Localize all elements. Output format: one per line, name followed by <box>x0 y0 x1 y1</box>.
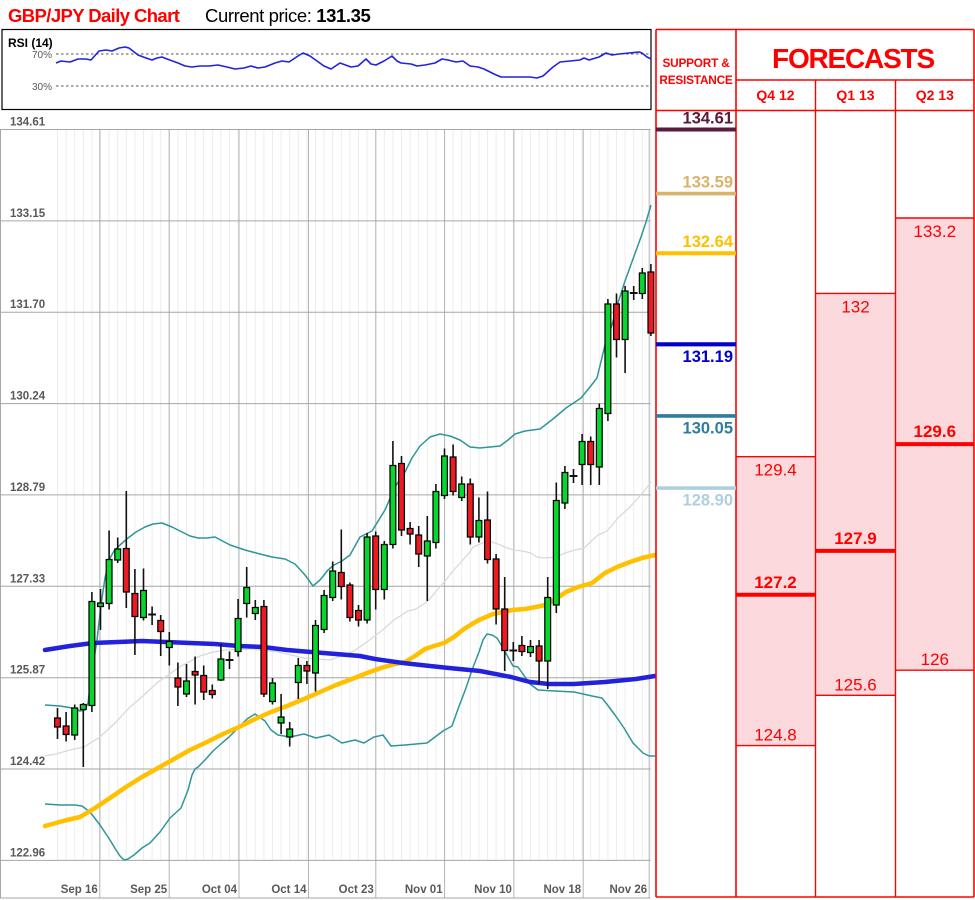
svg-text:129.4: 129.4 <box>754 461 797 480</box>
svg-text:RSI (14): RSI (14) <box>8 36 53 50</box>
svg-text:130.24: 130.24 <box>10 391 46 403</box>
svg-text:RESISTANCE: RESISTANCE <box>659 73 732 87</box>
svg-text:134.61: 134.61 <box>10 117 46 129</box>
svg-text:Oct 14: Oct 14 <box>271 884 307 896</box>
svg-text:Q1 13: Q1 13 <box>836 87 874 103</box>
svg-text:Nov 10: Nov 10 <box>474 884 512 896</box>
svg-text:132.64: 132.64 <box>683 233 734 251</box>
svg-text:Q2 13: Q2 13 <box>916 87 954 103</box>
svg-text:127.33: 127.33 <box>10 573 45 585</box>
svg-text:Sep 25: Sep 25 <box>130 884 168 896</box>
svg-text:Sep 16: Sep 16 <box>61 884 98 896</box>
svg-text:131.70: 131.70 <box>10 299 45 311</box>
svg-text:125.87: 125.87 <box>10 665 45 677</box>
svg-text:30%: 30% <box>32 82 52 93</box>
svg-text:133.15: 133.15 <box>10 208 46 220</box>
svg-text:Nov 18: Nov 18 <box>543 884 581 896</box>
svg-text:131.19: 131.19 <box>683 348 733 366</box>
svg-text:125.6: 125.6 <box>834 675 877 694</box>
svg-text:126: 126 <box>921 650 949 669</box>
svg-text:122.96: 122.96 <box>10 847 45 859</box>
svg-text:133.59: 133.59 <box>683 174 733 192</box>
svg-text:Nov 01: Nov 01 <box>405 884 443 896</box>
svg-text:GBP/JPY Daily Chart: GBP/JPY Daily Chart <box>8 5 180 26</box>
svg-text:Oct 23: Oct 23 <box>339 884 374 896</box>
svg-text:Nov 26: Nov 26 <box>609 884 647 896</box>
svg-text:Q4 12: Q4 12 <box>756 87 794 103</box>
svg-text:128.79: 128.79 <box>10 482 45 494</box>
svg-text:133.2: 133.2 <box>914 222 957 241</box>
svg-text:SUPPORT &: SUPPORT & <box>662 56 730 70</box>
svg-text:134.61: 134.61 <box>683 110 733 128</box>
svg-text:FORECASTS: FORECASTS <box>772 43 934 74</box>
svg-text:132: 132 <box>841 297 869 316</box>
svg-text:124.8: 124.8 <box>754 726 797 745</box>
svg-text:130.05: 130.05 <box>683 419 733 437</box>
svg-text:128.90: 128.90 <box>683 492 733 510</box>
svg-text:70%: 70% <box>32 50 52 61</box>
svg-text:129.6: 129.6 <box>914 422 957 441</box>
svg-text:127.2: 127.2 <box>754 573 797 592</box>
svg-text:127.9: 127.9 <box>834 529 877 548</box>
svg-text:Oct 04: Oct 04 <box>202 884 238 896</box>
svg-text:Current price: 131.35: Current price: 131.35 <box>205 5 371 26</box>
svg-text:124.42: 124.42 <box>10 756 45 768</box>
